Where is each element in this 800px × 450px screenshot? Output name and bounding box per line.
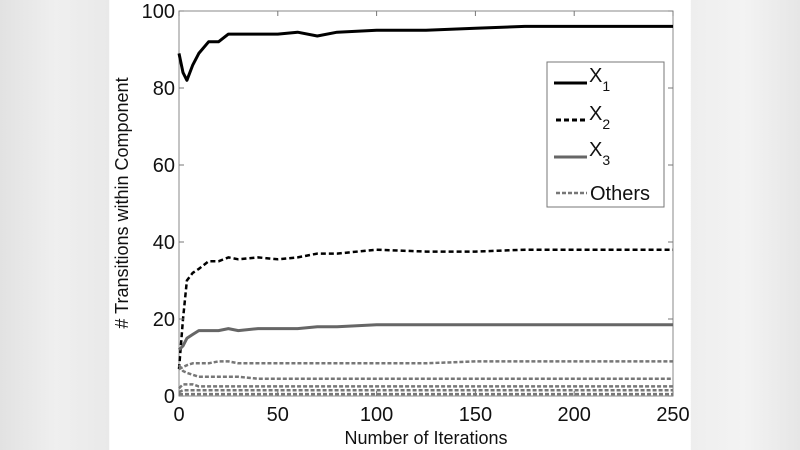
y-tick-label: 60 [153,155,175,177]
series-line-6 [178,388,673,394]
series-line-5 [178,383,673,390]
series-line-1 [177,248,673,370]
x-axis-title: Number of Iterations [344,428,507,448]
legend: X1 X2 X3 Others [546,61,665,208]
series-line-0 [177,24,673,82]
x-tick-labels: 0 50 100 150 200 250 [173,404,689,426]
y-tick-label: 100 [142,1,175,23]
y-tick-label: 0 [164,386,175,408]
y-tick-label: 20 [153,309,175,331]
y-axis-title: # Transitions within Component [112,77,132,328]
y-tick-label: 80 [153,78,175,100]
series-line-2 [177,323,673,351]
legend-box [546,61,665,208]
y-tick-labels: 0 20 40 60 80 100 [142,1,175,408]
x-tick-label: 50 [267,404,289,426]
x-tick-label: 200 [558,404,591,426]
legend-label-x3: X3 [589,139,610,168]
series-line-3 [178,360,673,371]
y-tick-label: 40 [153,232,175,254]
x-tick-label: 150 [459,404,492,426]
x-tick-label: 250 [656,404,689,426]
axis-ticks [178,10,674,397]
legend-label-x1: X1 [589,65,610,94]
series-layer [177,24,673,396]
series-line-4 [177,364,673,380]
x-tick-label: 100 [360,404,393,426]
legend-label-x2: X2 [589,103,610,132]
legend-label-others: Others [590,183,650,205]
x-tick-label: 0 [173,404,184,426]
